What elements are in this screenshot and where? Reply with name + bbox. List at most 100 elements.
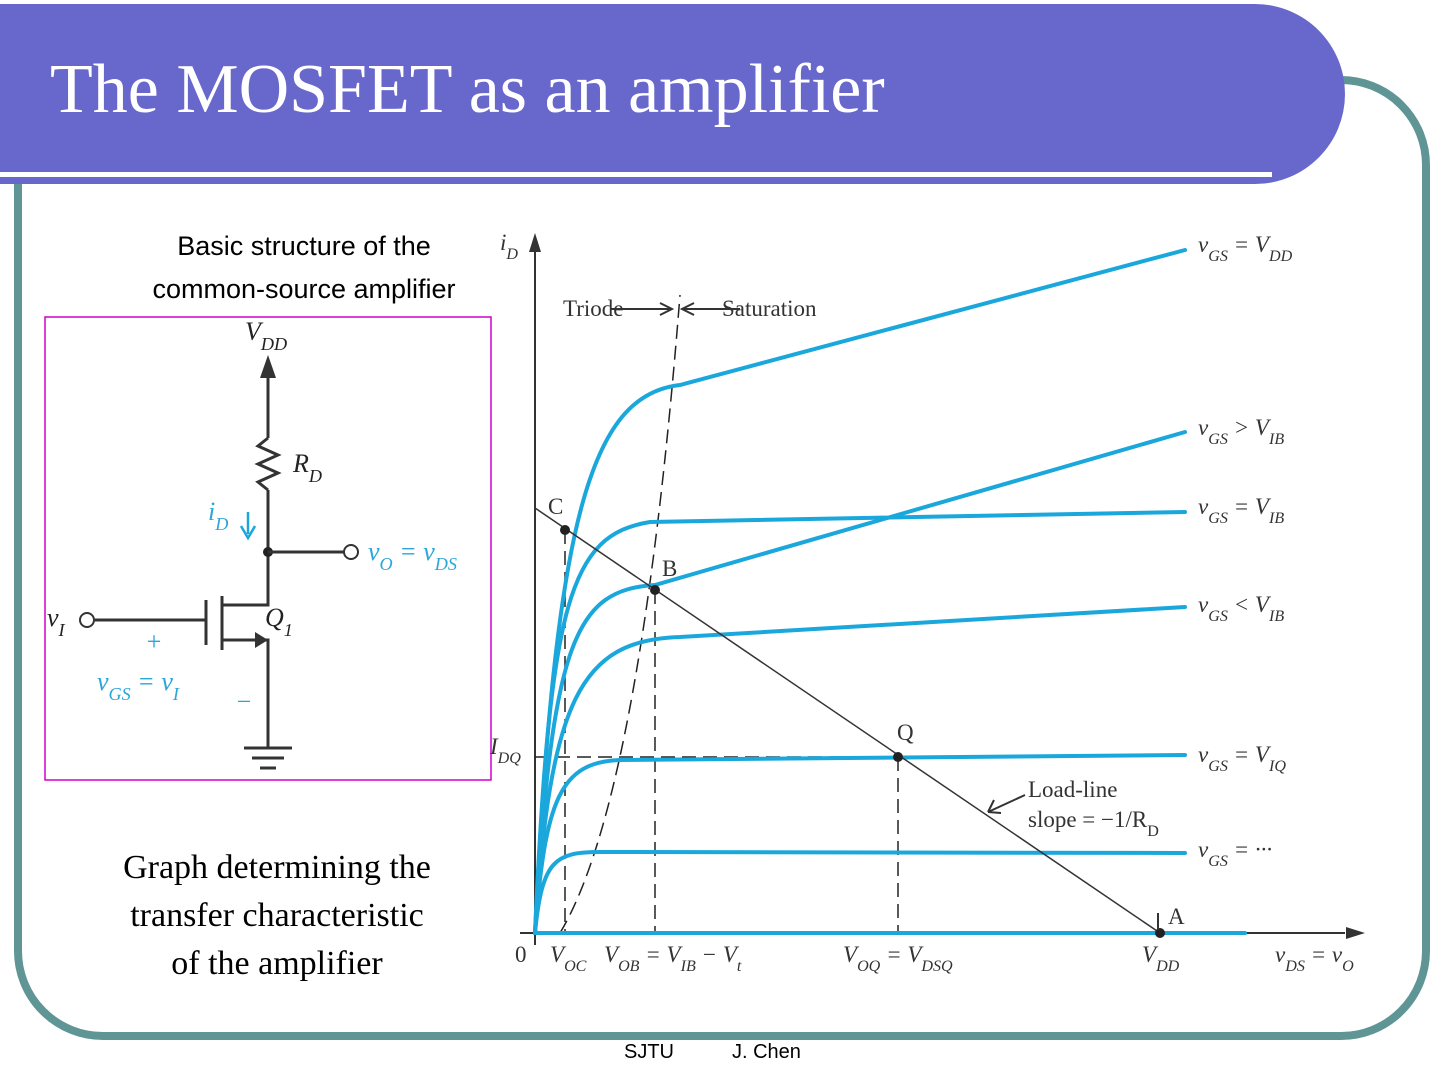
subscript: GS bbox=[1208, 248, 1228, 265]
circuit-label: vGS = vI bbox=[97, 667, 180, 704]
label-text: v bbox=[1198, 592, 1209, 617]
axis-label: vDS = vO bbox=[1275, 942, 1354, 975]
circuit-label: Q1 bbox=[265, 603, 293, 640]
subscript: GS bbox=[1208, 510, 1228, 527]
graph-caption: transfer characteristic bbox=[130, 897, 424, 934]
subscript: D bbox=[505, 246, 518, 263]
label-text: V bbox=[550, 942, 567, 967]
load-line-label: slope = −1/RD bbox=[1028, 807, 1159, 840]
subscript: 1 bbox=[284, 620, 293, 640]
subscript: IB bbox=[1268, 510, 1284, 527]
axis-label: IDQ bbox=[489, 734, 521, 767]
subscript: IB bbox=[1268, 431, 1284, 448]
curve-label: vGS = VDD bbox=[1198, 232, 1293, 265]
subscript: IB bbox=[680, 958, 696, 975]
subscript: D bbox=[1147, 823, 1159, 840]
subscript: GS bbox=[1208, 758, 1228, 775]
point-label: C bbox=[548, 494, 563, 519]
slide-title: The MOSFET as an amplifier bbox=[50, 51, 885, 128]
circuit-label: VDD bbox=[245, 317, 287, 354]
subscript: OC bbox=[564, 958, 587, 975]
label-text: V bbox=[843, 942, 860, 967]
point-label: B bbox=[662, 556, 677, 581]
subscript: GS bbox=[109, 684, 131, 704]
label-text: − V bbox=[696, 942, 740, 967]
circuit-label: vI bbox=[47, 603, 66, 640]
label-text: v bbox=[1198, 837, 1209, 862]
label-text: V bbox=[1142, 942, 1159, 967]
subscript: GS bbox=[1208, 608, 1228, 625]
label-text: Saturation bbox=[722, 296, 817, 321]
label-text: V bbox=[245, 317, 264, 346]
label-text: v bbox=[47, 603, 59, 632]
curve-label: vGS = VIQ bbox=[1198, 742, 1286, 775]
label-text: = ··· bbox=[1228, 837, 1272, 862]
label-text: > V bbox=[1228, 415, 1272, 440]
circuit-caption: Basic structure of the bbox=[177, 231, 431, 261]
subscript: GS bbox=[1208, 431, 1228, 448]
curve-label: vGS > VIB bbox=[1198, 415, 1284, 448]
subscript: IB bbox=[1268, 608, 1284, 625]
subscript: DD bbox=[260, 334, 287, 354]
graph-caption: of the amplifier bbox=[171, 945, 383, 982]
label-text: v bbox=[368, 537, 380, 566]
label-text: = v bbox=[131, 667, 174, 696]
label-text: C bbox=[548, 494, 563, 519]
label-text: = V bbox=[1228, 742, 1272, 767]
subscript: DS bbox=[1284, 958, 1305, 975]
subscript: DQ bbox=[497, 750, 522, 767]
circuit-label: RD bbox=[292, 449, 322, 486]
point-label: A bbox=[1168, 904, 1185, 929]
label-text: slope = −1/R bbox=[1028, 807, 1148, 832]
circuit-label: + bbox=[145, 627, 163, 656]
label-text: v bbox=[1198, 415, 1209, 440]
circuit-label: − bbox=[235, 687, 253, 716]
label-text: = v bbox=[393, 537, 436, 566]
subscript: DD bbox=[1155, 958, 1180, 975]
x-label: VDD bbox=[1142, 942, 1180, 975]
label-text: Q bbox=[897, 720, 914, 745]
label-text: v bbox=[97, 667, 109, 696]
x-label: 0 bbox=[515, 942, 527, 967]
curve-label: vGS = ··· bbox=[1198, 837, 1272, 870]
x-label: VOB = VIB − Vt bbox=[604, 942, 742, 975]
label-text: R bbox=[292, 449, 309, 478]
label-text: = V bbox=[640, 942, 684, 967]
label-text: < V bbox=[1228, 592, 1272, 617]
subscript: D bbox=[214, 514, 228, 534]
label-text: v bbox=[1198, 742, 1209, 767]
load-line-label: Load-line bbox=[1028, 777, 1117, 802]
graph-caption: Graph determining the bbox=[123, 849, 431, 886]
footer-text: SJTU bbox=[624, 1041, 674, 1063]
label-text: A bbox=[1168, 904, 1185, 929]
subscript: DD bbox=[1268, 248, 1293, 265]
region-label: Triode bbox=[563, 296, 624, 321]
circuit-label: vO = vDS bbox=[368, 537, 457, 574]
label-text: Q bbox=[265, 603, 284, 632]
label-text: i bbox=[500, 230, 506, 255]
label-text: = V bbox=[880, 942, 924, 967]
label-text: 0 bbox=[515, 942, 527, 967]
subscript: t bbox=[737, 958, 742, 975]
label-text: V bbox=[604, 942, 621, 967]
point-label: Q bbox=[897, 720, 914, 745]
footer-text: J. Chen bbox=[732, 1041, 801, 1063]
label-text: i bbox=[208, 497, 215, 526]
label-text: Load-line bbox=[1028, 777, 1117, 802]
label-text: − bbox=[235, 687, 253, 716]
curve-label: vGS = VIB bbox=[1198, 494, 1284, 527]
label-text: = v bbox=[1305, 942, 1343, 967]
subscript: DSQ bbox=[920, 958, 953, 975]
x-label: VOQ = VDSQ bbox=[843, 942, 953, 975]
subscript: O bbox=[380, 554, 393, 574]
subscript: IQ bbox=[1268, 758, 1286, 775]
region-label: Saturation bbox=[722, 296, 817, 321]
title-rule bbox=[0, 172, 1272, 177]
label-text: B bbox=[662, 556, 677, 581]
title-banner bbox=[0, 4, 1345, 184]
subscript: OB bbox=[618, 958, 640, 975]
curve-label: vGS < VIB bbox=[1198, 592, 1284, 625]
subscript: D bbox=[308, 466, 322, 486]
circuit-caption: common-source amplifier bbox=[152, 274, 455, 304]
